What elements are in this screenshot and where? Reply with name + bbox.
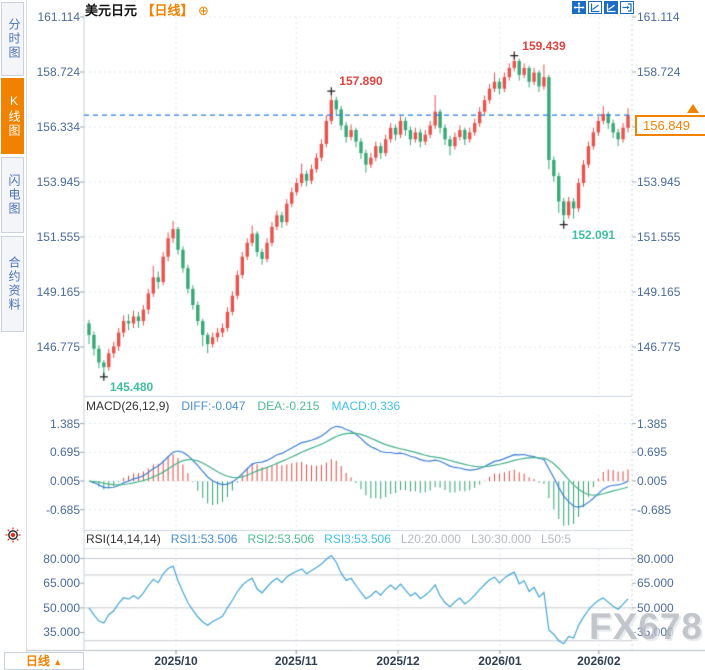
macd-axis-label: 0.695: [637, 445, 668, 460]
y-axis-price-label: 153.945: [36, 174, 80, 189]
symbol-title: 美元日元: [85, 3, 138, 18]
rsi-axis-label: 50.000: [43, 600, 80, 615]
macd-axis-label: 0.695: [49, 445, 80, 460]
chart-axes-icon[interactable]: [588, 1, 602, 14]
crosshair-tool-icon[interactable]: [572, 1, 586, 14]
rsi-axis-label: 80.000: [43, 551, 80, 566]
chart-header: 美元日元 【日线】 ⊕: [85, 0, 209, 18]
sidebar-item-label: 闪电图: [7, 174, 21, 216]
sidebar-item-kline[interactable]: K线图: [1, 78, 24, 154]
chevron-up-icon: ▲: [53, 657, 63, 667]
price-annotation: 152.091: [571, 227, 616, 242]
x-axis-month-label: 2025/12: [376, 654, 420, 668]
rsi-axis-label: 50.000: [637, 600, 674, 615]
x-axis-month-label: 2025/11: [274, 654, 318, 668]
y-axis-price-label: 161.114: [637, 10, 680, 24]
macd-axis-label: 1.385: [637, 416, 668, 431]
chart-axes-active-icon[interactable]: [604, 1, 618, 14]
sidebar-item-timeshare[interactable]: 分时图: [1, 2, 24, 76]
sidebar: 分时图 K线图 闪电图 合约资料: [0, 0, 27, 670]
price-annotation: 157.890: [339, 74, 383, 89]
price-annotation: 145.480: [109, 379, 154, 394]
rsi-axis-label: 65.000: [637, 576, 674, 591]
current-price-tag: 156.849: [635, 115, 705, 136]
rsi-legend-row: RSI(14,14,14) RSI1:53.506 RSI2:53.506 RS…: [86, 532, 571, 546]
price-annotation: 159.439: [522, 38, 566, 53]
y-axis-price-label: 158.724: [637, 65, 681, 79]
rsi-l30-level: L30:30.000: [470, 532, 531, 546]
sidebar-item-label: 合约资料: [7, 256, 21, 312]
sidebar-item-label: 分时图: [7, 18, 21, 60]
macd-macd-value: MACD:0.336: [331, 399, 401, 413]
exit-tool-icon[interactable]: [620, 1, 634, 14]
y-axis-price-label: 149.165: [637, 284, 681, 299]
y-axis-price-label: 158.724: [36, 65, 80, 79]
period-selector-label: 日线: [25, 654, 50, 668]
price-up-arrow-icon: [687, 104, 699, 113]
y-axis-price-label: 151.555: [637, 229, 681, 244]
sidebar-item-lightning[interactable]: 闪电图: [1, 157, 24, 233]
live-flash-icon[interactable]: [5, 527, 21, 543]
macd-axis-label: -0.685: [637, 502, 672, 517]
macd-legend-row: MACD(26,12,9) DIFF:-0.047 DEA:-0.215 MAC…: [86, 399, 400, 413]
x-axis-month-label: 2026/01: [478, 654, 522, 668]
macd-axis-label: -0.685: [45, 502, 80, 517]
sidebar-item-contract-info[interactable]: 合约资料: [1, 236, 24, 332]
y-axis-price-label: 156.334: [36, 120, 80, 134]
chart-toolbar: [572, 1, 634, 14]
rsi1-value: RSI1:53.506: [170, 532, 238, 546]
y-axis-price-label: 151.555: [36, 229, 80, 244]
y-axis-price-label: 161.114: [37, 10, 81, 24]
x-axis-month-label: 2026/02: [577, 654, 621, 668]
rsi-l50-level: L50:5: [541, 532, 572, 546]
rsi3-value: RSI3:53.506: [324, 532, 391, 546]
rsi-axis-label: 35.000: [637, 625, 674, 640]
period-tag: 【日线】: [141, 3, 194, 18]
y-axis-price-label: 153.945: [637, 174, 681, 189]
add-indicator-icon[interactable]: ⊕: [197, 3, 209, 18]
rsi-axis-label: 65.000: [43, 576, 80, 591]
y-axis-price-label: 149.165: [36, 284, 80, 299]
x-axis-month-label: 2025/10: [154, 654, 198, 668]
macd-axis-label: 0.005: [49, 474, 80, 488]
macd-dea-value: DEA:-0.215: [257, 399, 320, 413]
rsi-l20-level: L20:20.000: [400, 532, 461, 546]
rsi2-value: RSI2:53.506: [247, 532, 315, 546]
macd-diff-value: DIFF:-0.047: [181, 399, 246, 413]
macd-axis-label: 0.005: [637, 474, 668, 488]
period-selector[interactable]: 日线 ▲: [4, 652, 84, 670]
sidebar-item-label: K线图: [7, 94, 21, 138]
macd-axis-label: 1.385: [49, 416, 80, 431]
rsi-axis-label: 80.000: [637, 551, 674, 566]
rsi-axis-label: 35.000: [43, 625, 80, 640]
rsi-title: RSI(14,14,14): [86, 532, 161, 546]
y-axis-price-label: 146.775: [36, 339, 80, 354]
y-axis-price-label: 146.775: [637, 339, 681, 354]
macd-title: MACD(26,12,9): [86, 399, 170, 413]
